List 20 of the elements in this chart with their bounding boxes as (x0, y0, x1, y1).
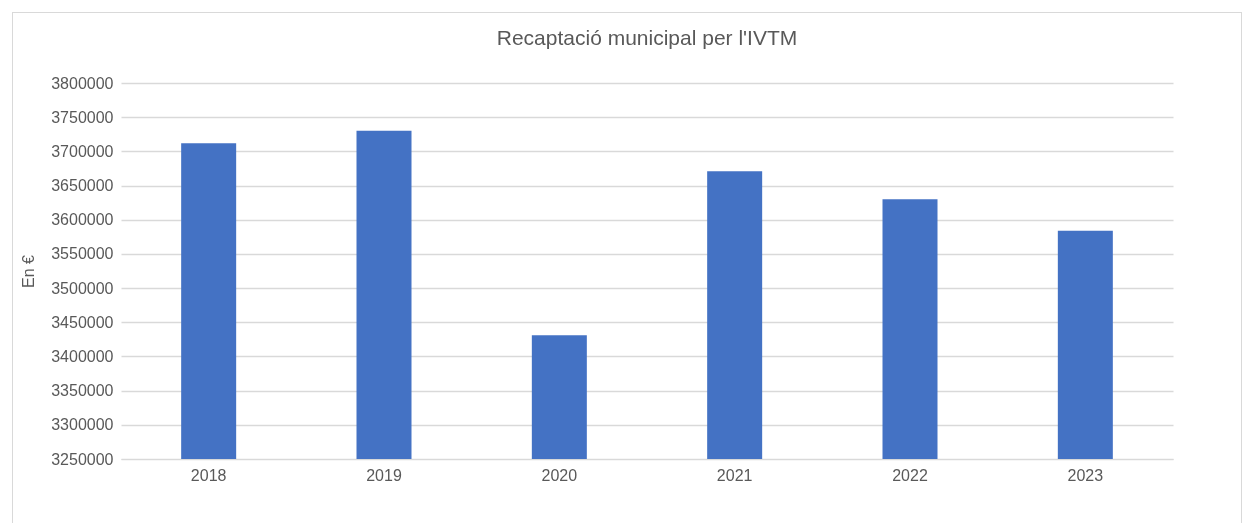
chart-title: Recaptació municipal per l'IVTM (496, 26, 798, 49)
x-tick-label: 2022 (892, 466, 928, 484)
y-tick-label: 3750000 (51, 108, 114, 126)
x-tick-label: 2019 (366, 466, 402, 484)
y-tick-label: 3300000 (51, 416, 114, 434)
x-tick-label: 2018 (190, 466, 227, 484)
x-tick-label: 2023 (1067, 466, 1104, 484)
y-tick-label: 3350000 (51, 382, 114, 400)
y-tick-label: 3400000 (51, 347, 114, 365)
y-tick-label: 3550000 (51, 245, 114, 263)
x-tick-label: 2021 (716, 466, 753, 484)
y-tick-label: 3250000 (51, 450, 114, 468)
y-axis-title: En € (20, 254, 38, 288)
y-tick-label: 3500000 (51, 279, 114, 297)
y-tick-label: 3650000 (51, 177, 114, 195)
y-tick-label: 3450000 (51, 313, 114, 331)
y-tick-label: 3600000 (51, 211, 114, 229)
x-tick-label: 2020 (541, 466, 578, 484)
y-tick-label: 3700000 (51, 142, 114, 160)
y-tick-label: 3800000 (51, 74, 114, 92)
